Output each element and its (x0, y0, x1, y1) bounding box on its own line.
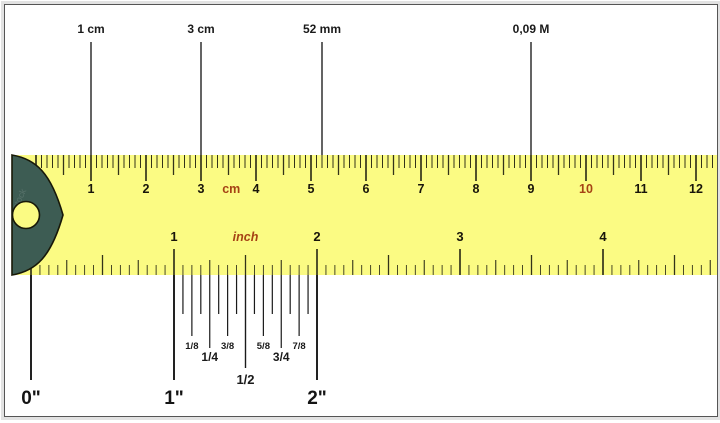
svg-text:6: 6 (363, 182, 370, 196)
svg-text:1 cm: 1 cm (77, 22, 104, 36)
svg-text:1/8: 1/8 (185, 341, 198, 352)
svg-text:1/4: 1/4 (201, 350, 218, 364)
svg-text:4: 4 (599, 229, 607, 244)
svg-text:1: 1 (88, 182, 95, 196)
svg-text:0,09 M: 0,09 M (513, 22, 550, 36)
svg-text:10: 10 (579, 182, 593, 196)
svg-text:52 mm: 52 mm (303, 22, 341, 36)
svg-text:7: 7 (418, 182, 425, 196)
svg-text:1: 1 (170, 229, 177, 244)
svg-text:4: 4 (253, 182, 260, 196)
svg-text:0": 0" (21, 388, 41, 409)
svg-text:8: 8 (473, 182, 480, 196)
svg-text:2: 2 (313, 229, 320, 244)
svg-text:3 cm: 3 cm (187, 22, 214, 36)
svg-text:5/8: 5/8 (257, 341, 270, 352)
svg-text:5: 5 (308, 182, 315, 196)
svg-text:7/8: 7/8 (293, 341, 306, 352)
svg-text:11: 11 (634, 182, 647, 196)
svg-text:1": 1" (164, 388, 184, 409)
svg-text:3/4: 3/4 (273, 350, 290, 364)
svg-text:inch: inch (233, 230, 259, 244)
svg-text:2": 2" (307, 388, 327, 409)
svg-text:1/2: 1/2 (236, 372, 254, 387)
svg-text:3: 3 (456, 229, 463, 244)
svg-text:12: 12 (689, 182, 703, 196)
svg-text:3: 3 (198, 182, 205, 196)
svg-text:cm: cm (222, 182, 240, 196)
svg-text:9: 9 (528, 182, 535, 196)
svg-text:2: 2 (143, 182, 150, 196)
svg-text:3/8: 3/8 (221, 341, 234, 352)
